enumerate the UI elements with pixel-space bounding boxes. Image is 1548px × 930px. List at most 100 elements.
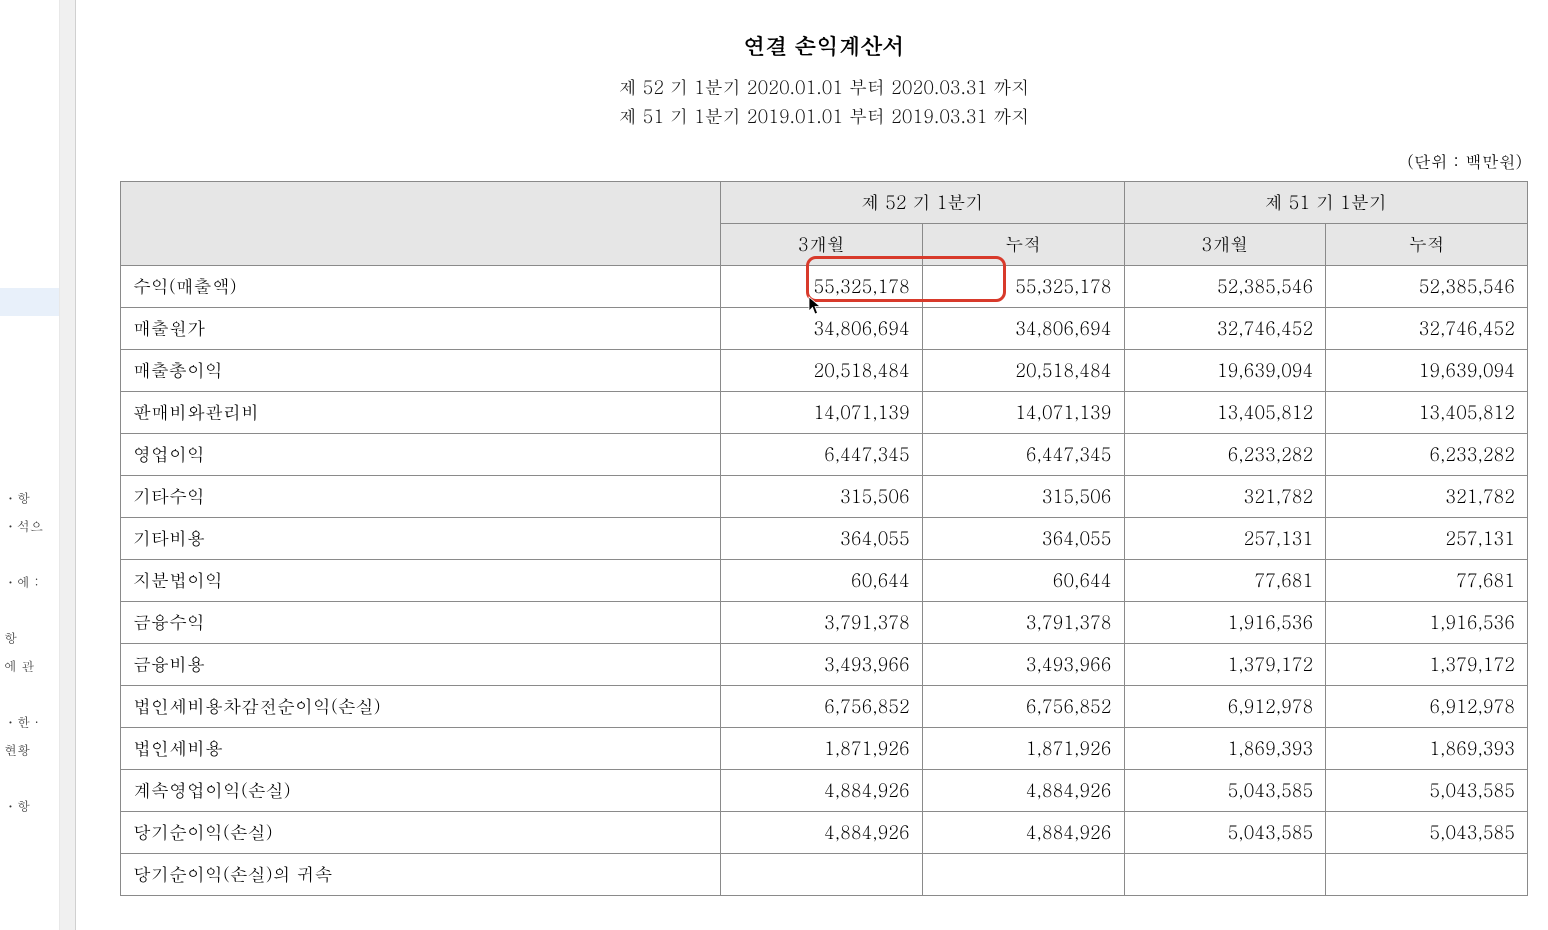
row-value: 321,782 — [1124, 476, 1326, 518]
table-row: 매출총이익20,518,48420,518,48419,639,09419,63… — [121, 350, 1528, 392]
document-viewport: 연결 손익계산서 제 52 기 1분기 2020.01.01 부터 2020.0… — [90, 0, 1548, 930]
row-value: 14,071,139 — [922, 392, 1124, 434]
table-row: 당기순이익(손실)의 귀속 — [121, 854, 1528, 896]
row-value: 55,325,178 — [922, 266, 1124, 308]
row-value: 1,916,536 — [1326, 602, 1528, 644]
row-value: 364,055 — [721, 518, 923, 560]
sidebar-fragment[interactable]: ㆍ항 — [0, 484, 59, 512]
sidebar-fragment[interactable] — [0, 344, 59, 372]
row-value: 4,884,926 — [922, 812, 1124, 854]
row-label: 매출원가 — [121, 308, 721, 350]
row-value: 1,869,393 — [1124, 728, 1326, 770]
sidebar-fragment[interactable]: 에 관 — [0, 652, 59, 680]
row-value: 4,884,926 — [922, 770, 1124, 812]
sidebar-fragment[interactable]: ㆍ한 · — [0, 708, 59, 736]
row-value: 1,916,536 — [1124, 602, 1326, 644]
row-value: 3,791,378 — [922, 602, 1124, 644]
row-label: 기타비용 — [121, 518, 721, 560]
sidebar-fragment[interactable] — [0, 316, 59, 344]
row-value: 34,806,694 — [721, 308, 923, 350]
table-row: 기타비용364,055364,055257,131257,131 — [121, 518, 1528, 560]
sidebar-fragment[interactable]: ㆍ항 — [0, 792, 59, 820]
sidebar-fragment[interactable]: 항 — [0, 624, 59, 652]
row-value: 32,746,452 — [1326, 308, 1528, 350]
row-label: 지분법이익 — [121, 560, 721, 602]
row-label: 법인세비용 — [121, 728, 721, 770]
row-value: 1,379,172 — [1326, 644, 1528, 686]
period-line-prior: 제 51 기 1분기 2019.01.01 부터 2019.03.31 까지 — [120, 104, 1528, 129]
row-value: 6,447,345 — [721, 434, 923, 476]
row-value: 315,506 — [922, 476, 1124, 518]
table-row: 판매비와관리비14,071,13914,071,13913,405,81213,… — [121, 392, 1528, 434]
table-row: 법인세비용차감전순이익(손실)6,756,8526,756,8526,912,9… — [121, 686, 1528, 728]
row-value: 6,912,978 — [1326, 686, 1528, 728]
row-label: 법인세비용차감전순이익(손실) — [121, 686, 721, 728]
row-value — [1326, 854, 1528, 896]
row-value: 5,043,585 — [1124, 812, 1326, 854]
row-label: 금융비용 — [121, 644, 721, 686]
row-value — [1124, 854, 1326, 896]
row-value: 5,043,585 — [1124, 770, 1326, 812]
row-value: 52,385,546 — [1326, 266, 1528, 308]
row-value: 77,681 — [1124, 560, 1326, 602]
row-value: 52,385,546 — [1124, 266, 1326, 308]
sidebar-fragment[interactable]: ㆍ석으 — [0, 512, 59, 540]
row-value: 6,912,978 — [1124, 686, 1326, 728]
row-value: 13,405,812 — [1124, 392, 1326, 434]
table-row: 금융수익3,791,3783,791,3781,916,5361,916,536 — [121, 602, 1528, 644]
row-value: 20,518,484 — [721, 350, 923, 392]
row-value: 6,233,282 — [1124, 434, 1326, 476]
row-value: 13,405,812 — [1326, 392, 1528, 434]
row-value — [922, 854, 1124, 896]
row-value: 3,791,378 — [721, 602, 923, 644]
table-row: 금융비용3,493,9663,493,9661,379,1721,379,172 — [121, 644, 1528, 686]
row-value: 6,447,345 — [922, 434, 1124, 476]
sidebar-fragment[interactable]: ㆍ에 : — [0, 568, 59, 596]
row-value: 6,233,282 — [1326, 434, 1528, 476]
income-statement-table: 제 52 기 1분기 제 51 기 1분기 3개월 누적 3개월 누적 수익(매… — [120, 181, 1528, 896]
row-label: 당기순이익(손실)의 귀속 — [121, 854, 721, 896]
sidebar-fragment[interactable] — [0, 260, 59, 288]
row-label: 계속영업이익(손실) — [121, 770, 721, 812]
table-row: 계속영업이익(손실)4,884,9264,884,9265,043,5855,0… — [121, 770, 1528, 812]
table-row: 법인세비용1,871,9261,871,9261,869,3931,869,39… — [121, 728, 1528, 770]
row-label: 기타수익 — [121, 476, 721, 518]
header-period-prior: 제 51 기 1분기 — [1124, 182, 1528, 224]
row-value: 3,493,966 — [721, 644, 923, 686]
statement-title: 연결 손익계산서 — [120, 30, 1528, 61]
row-value: 321,782 — [1326, 476, 1528, 518]
row-value: 4,884,926 — [721, 812, 923, 854]
row-value: 6,756,852 — [922, 686, 1124, 728]
sidebar-fragment[interactable] — [0, 372, 59, 400]
table-row: 당기순이익(손실)4,884,9264,884,9265,043,5855,04… — [121, 812, 1528, 854]
unit-label: (단위 : 백만원) — [120, 149, 1522, 173]
header-period-current: 제 52 기 1분기 — [721, 182, 1125, 224]
sidebar-fragment[interactable] — [0, 400, 59, 428]
row-value: 257,131 — [1124, 518, 1326, 560]
row-value: 4,884,926 — [721, 770, 923, 812]
sidebar-fragment[interactable] — [0, 288, 59, 316]
row-value: 77,681 — [1326, 560, 1528, 602]
row-value: 6,756,852 — [721, 686, 923, 728]
sidebar-fragment[interactable] — [0, 540, 59, 568]
sidebar-fragment[interactable] — [0, 764, 59, 792]
table-row: 지분법이익60,64460,64477,68177,681 — [121, 560, 1528, 602]
sidebar-fragment[interactable] — [0, 456, 59, 484]
sidebar-fragment[interactable] — [0, 596, 59, 624]
sidebar-fragment[interactable]: 현황 — [0, 736, 59, 764]
sidebar-fragment[interactable] — [0, 680, 59, 708]
table-row: 수익(매출액)55,325,17855,325,17852,385,54652,… — [121, 266, 1528, 308]
subheader-3m-prior: 3개월 — [1124, 224, 1326, 266]
row-value: 257,131 — [1326, 518, 1528, 560]
row-label: 영업이익 — [121, 434, 721, 476]
sidebar-scrollbar[interactable] — [60, 0, 76, 930]
row-value: 364,055 — [922, 518, 1124, 560]
row-value: 14,071,139 — [721, 392, 923, 434]
sidebar-fragment[interactable] — [0, 428, 59, 456]
row-label: 매출총이익 — [121, 350, 721, 392]
table-row: 영업이익6,447,3456,447,3456,233,2826,233,282 — [121, 434, 1528, 476]
table-row: 기타수익315,506315,506321,782321,782 — [121, 476, 1528, 518]
row-value: 34,806,694 — [922, 308, 1124, 350]
row-value: 19,639,094 — [1326, 350, 1528, 392]
subheader-cum-current: 누적 — [922, 224, 1124, 266]
